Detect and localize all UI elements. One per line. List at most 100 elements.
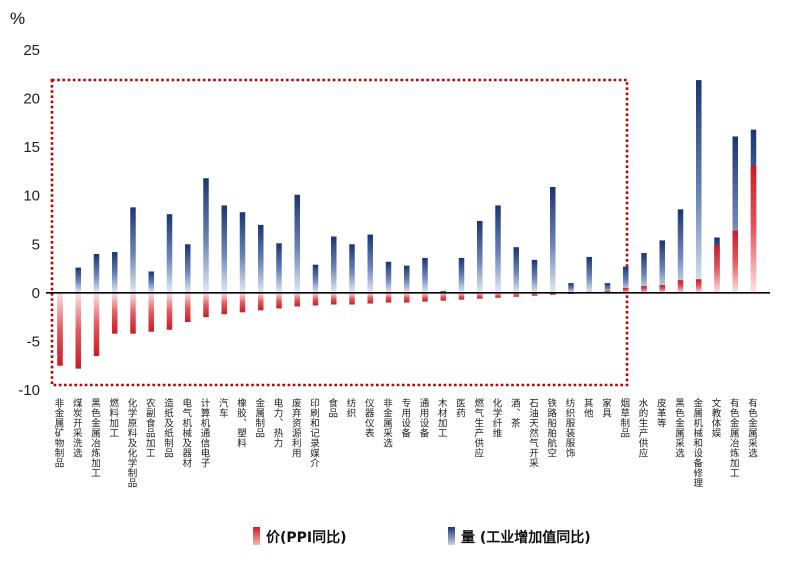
category-label: 酒、茶 [509, 398, 521, 428]
bar-price [623, 288, 629, 293]
category-label: 非金属矿物制品 [53, 397, 65, 468]
bar-price [477, 292, 483, 299]
bar-volume [312, 264, 319, 293]
category-label: 电气机械及器材 [180, 397, 192, 468]
bar-price [696, 279, 702, 293]
bar-volume [586, 256, 592, 293]
bars [57, 80, 757, 369]
bar-price [677, 280, 684, 293]
y-axis-unit: % [10, 9, 25, 28]
bar-price [93, 292, 100, 356]
category-label: 皮革等 [655, 397, 667, 428]
y-tick-label: 15 [23, 139, 40, 156]
bar-volume [623, 266, 629, 293]
category-label: 黑色金属冶炼加工 [89, 398, 101, 478]
bar-price [312, 292, 319, 306]
bar-price [166, 292, 173, 330]
category-label: 家具 [600, 397, 612, 418]
category-label: 非金属采选 [381, 397, 393, 448]
category-label: 木材加工 [436, 397, 448, 438]
bar-volume [239, 212, 246, 293]
category-label: 专用设备 [399, 397, 411, 438]
bar-price [440, 292, 446, 301]
bar-price [732, 230, 738, 293]
bar-price [513, 292, 519, 297]
category-label: 食品 [326, 397, 338, 418]
bar-volume [677, 209, 684, 293]
y-tick-label: 25 [23, 42, 40, 59]
category-label: 文教体娱 [710, 397, 722, 438]
bar-price [495, 292, 501, 298]
bar-price [385, 292, 392, 303]
category-label: 橡胶、塑料 [235, 397, 247, 448]
legend: 价(PPI同比) 量 (工业增加值同比) [253, 527, 591, 546]
bar-volume [422, 257, 428, 293]
category-label: 纺织服装服饰 [564, 397, 576, 458]
bar-price [550, 292, 556, 295]
bar-volume [93, 254, 100, 293]
bar-price [75, 292, 81, 369]
bar-volume [458, 257, 465, 293]
bar-volume [203, 178, 209, 293]
bar-volume [513, 247, 519, 293]
bar-volume [495, 205, 501, 293]
bar-volume [258, 224, 264, 293]
bar-volume [221, 205, 227, 293]
bar-price [659, 285, 665, 293]
category-label: 纺织 [345, 397, 357, 418]
category-label: 燃料加工 [107, 397, 119, 438]
bar-price [349, 292, 355, 305]
bar-price [148, 292, 154, 332]
category-label: 石油天然气开采 [527, 398, 539, 468]
bar-volume [385, 261, 392, 293]
bar-price [750, 165, 757, 293]
bar-volume [294, 194, 300, 293]
bar-price [531, 292, 538, 296]
bar-volume [166, 214, 173, 293]
bar-volume [148, 271, 154, 293]
category-label: 金属制品 [253, 397, 265, 438]
bar-price [367, 292, 373, 304]
bar-volume [641, 253, 647, 293]
bar-volume [531, 259, 538, 293]
bar-price [258, 292, 264, 311]
y-tick-label: -5 [27, 333, 40, 350]
bar-price [130, 292, 136, 334]
bar-volume [550, 186, 556, 293]
bar-price [294, 292, 300, 307]
bar-volume [130, 207, 136, 293]
bar-volume [112, 252, 118, 293]
bar-volume [367, 234, 373, 293]
category-label: 化学纤维 [491, 397, 503, 438]
bar-volume [659, 240, 665, 293]
bar-price [276, 292, 282, 309]
category-label: 水的生产供应 [637, 397, 649, 458]
category-label: 医药 [454, 398, 466, 418]
legend-label-price: 价(PPI同比) [266, 529, 347, 546]
bar-price [404, 292, 410, 303]
y-tick-label: 20 [23, 91, 40, 108]
y-tick-label: -10 [18, 382, 40, 399]
bar-volume [331, 236, 337, 293]
category-label: 其他 [582, 398, 594, 418]
bar-volume [404, 265, 410, 293]
bar-volume [185, 244, 191, 293]
legend-label-volume: 量 (工业增加值同比) [461, 529, 591, 546]
y-tick-label: 10 [23, 188, 40, 205]
category-label: 燃气生产供应 [472, 397, 484, 458]
category-label: 农副食品加工 [144, 397, 156, 458]
bar-volume [696, 80, 702, 293]
category-label: 仪器仪表 [363, 398, 375, 438]
category-label: 金属机械和设备修理 [691, 397, 703, 488]
highlight-box [50, 78, 629, 387]
bar-volume [349, 244, 355, 293]
bar-price [422, 292, 428, 302]
category-label: 印刷和记录媒介 [308, 397, 320, 468]
bar-price [641, 286, 647, 293]
y-tick-label: 5 [32, 236, 40, 253]
bar-price [239, 292, 246, 313]
bar-volume [75, 267, 81, 293]
category-label: 化学原料及化学制品 [126, 397, 138, 488]
legend-swatch-volume [448, 527, 455, 545]
